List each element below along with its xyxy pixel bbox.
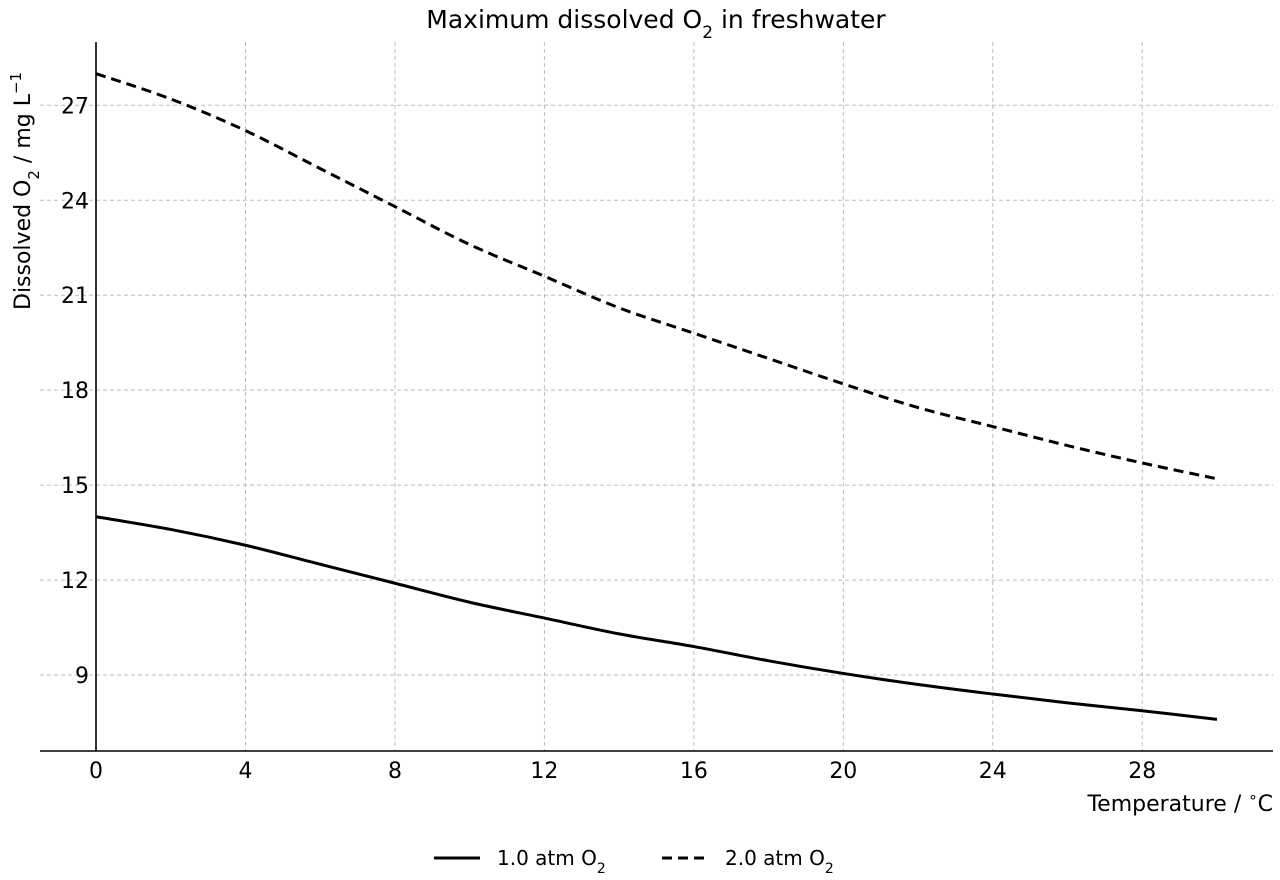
y-axis-label: Dissolved O2 / mg L−1 xyxy=(7,72,43,310)
x-tick-label: 16 xyxy=(680,759,708,784)
grid-lines xyxy=(40,42,1273,751)
x-tick-label: 20 xyxy=(829,759,857,784)
x-axis-label: Temperature / ∘C xyxy=(1086,788,1273,817)
x-tick-label: 24 xyxy=(979,759,1007,784)
y-tick-label: 27 xyxy=(61,94,89,119)
legend-label-1atm: 1.0 atm O2 xyxy=(497,846,606,877)
chart-title: Maximum dissolved O2 in freshwater xyxy=(426,5,886,43)
legend-label-2atm: 2.0 atm O2 xyxy=(725,846,834,877)
y-tick-label: 21 xyxy=(61,284,89,309)
y-tick-labels: 9 12 15 18 21 24 27 xyxy=(61,94,89,689)
series-group xyxy=(95,72,1218,721)
x-tick-label: 28 xyxy=(1128,759,1156,784)
x-tick-label: 4 xyxy=(239,759,253,784)
y-tick-label: 12 xyxy=(61,569,89,594)
x-tick-label: 8 xyxy=(388,759,402,784)
legend: 1.0 atm O2 2.0 atm O2 xyxy=(434,846,834,877)
y-tick-label: 9 xyxy=(75,664,89,689)
x-tick-label: 0 xyxy=(89,759,103,784)
x-tick-labels: 0 4 8 12 16 20 24 28 xyxy=(89,759,1156,784)
axes xyxy=(40,42,1273,752)
series-line-dashed xyxy=(95,72,1218,481)
y-tick-label: 24 xyxy=(61,189,89,214)
y-tick-label: 15 xyxy=(61,474,89,499)
x-tick-label: 12 xyxy=(530,759,558,784)
y-tick-label: 18 xyxy=(61,379,89,404)
series-line-solid xyxy=(95,515,1218,721)
